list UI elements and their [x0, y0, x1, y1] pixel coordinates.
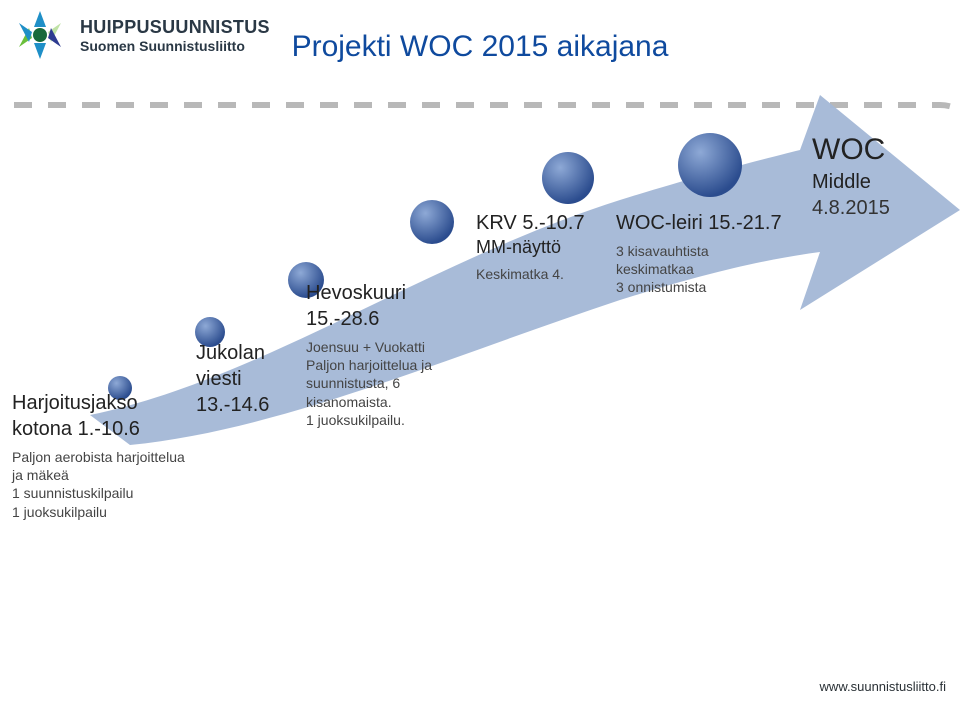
milestone-6-sub: Middle: [812, 169, 952, 195]
milestone-3: Hevoskuuri 15.-28.6 Joensuu + VuokattiPa…: [306, 280, 466, 429]
milestone-2: Jukolan viesti 13.-14.6: [196, 340, 296, 418]
milestone-4-sub: MM-näyttö: [476, 236, 608, 259]
milestone-6: WOC Middle 4.8.2015: [812, 130, 952, 221]
milestone-6-date: 4.8.2015: [812, 195, 952, 221]
milestone-1-body: Paljon aerobista harjoittelua ja mäkeä1 …: [12, 448, 198, 521]
milestone-4-title: KRV 5.-10.7: [476, 210, 608, 236]
milestone-5-body: 3 kisavauhtista keskimatkaa3 onnistumist…: [616, 242, 786, 297]
milestone-3-title: Hevoskuuri 15.-28.6: [306, 280, 466, 332]
footer-link: www.suunnistusliitto.fi: [820, 679, 946, 694]
milestone-6-title: WOC: [812, 130, 952, 169]
milestone-2-title: Jukolan viesti 13.-14.6: [196, 340, 296, 418]
milestone-1-title: Harjoitusjakso kotona 1.-10.6: [12, 390, 198, 442]
milestone-3-body: Joensuu + VuokattiPaljon harjoittelua ja…: [306, 338, 466, 429]
milestone-5: WOC-leiri 15.-21.7 3 kisavauhtista keski…: [616, 210, 786, 297]
milestone-5-title: WOC-leiri 15.-21.7: [616, 210, 786, 236]
timeline-arrow: [0, 0, 960, 704]
milestone-4-body: Keskimatka 4.: [476, 265, 608, 283]
milestone-1: Harjoitusjakso kotona 1.-10.6 Paljon aer…: [12, 390, 198, 521]
milestone-4: KRV 5.-10.7 MM-näyttö Keskimatka 4.: [476, 210, 608, 284]
